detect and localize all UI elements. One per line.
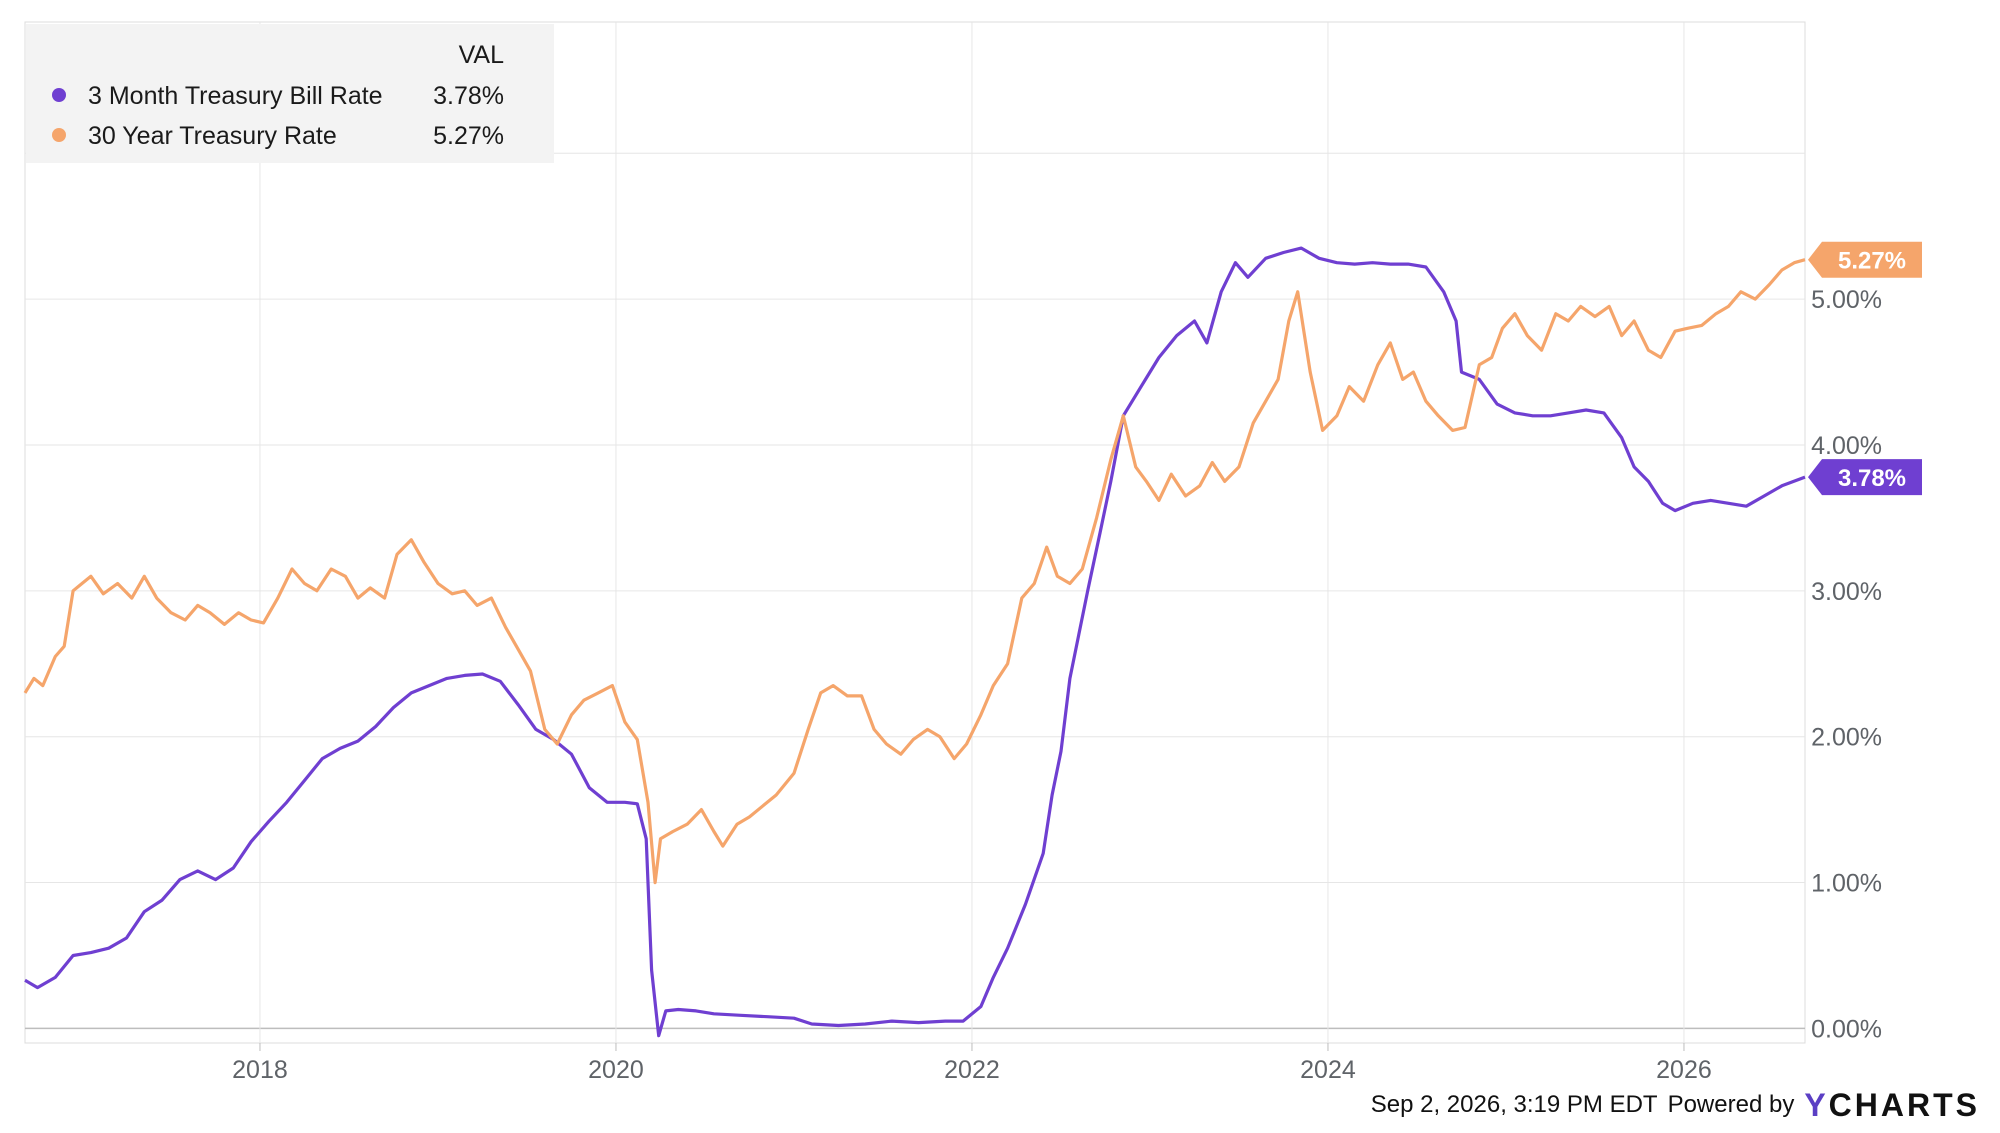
legend-marker bbox=[52, 128, 66, 142]
ycharts-logo-y: Y bbox=[1804, 1086, 1829, 1123]
x-tick-label: 2020 bbox=[588, 1056, 644, 1084]
legend-series-value: 3.78% bbox=[433, 82, 504, 110]
chart-timestamp: Sep 2, 2026, 3:19 PM EDT bbox=[1370, 1091, 1658, 1118]
y-tick-label: 0.00% bbox=[1811, 1015, 1882, 1043]
legend-box bbox=[26, 24, 554, 163]
end-value-badge bbox=[1808, 241, 1922, 278]
x-tick-label: 2024 bbox=[1300, 1056, 1356, 1084]
legend-series-name: 3 Month Treasury Bill Rate bbox=[88, 82, 383, 110]
axis-ticks: 2018 2020 2022 2024 2026 0.00% 1.00% 2.00% 3.00%… bbox=[232, 286, 1882, 1084]
end-value-label: 3.78% bbox=[1838, 465, 1906, 492]
series-line-treasury-30y bbox=[23, 258, 1806, 885]
y-tick-label: 3.00% bbox=[1811, 578, 1882, 606]
y-tick-label: 1.00% bbox=[1811, 870, 1882, 898]
powered-by-text: Powered by bbox=[1667, 1091, 1795, 1118]
y-tick-label: 2.00% bbox=[1811, 724, 1882, 752]
grid-lines bbox=[24, 21, 1806, 1044]
end-value-badge bbox=[1808, 459, 1922, 496]
legend-header: VAL bbox=[459, 41, 504, 69]
legend: VAL 3 Month Treasury Bill Rate 3.78% 30 Yea… bbox=[26, 24, 554, 163]
series-lines bbox=[23, 246, 1806, 1038]
ycharts-logo-text: CHARTS bbox=[1828, 1086, 1980, 1123]
legend-series-value: 5.27% bbox=[433, 122, 504, 150]
x-tick-label: 2022 bbox=[944, 1056, 1000, 1084]
x-tick-label: 2026 bbox=[1656, 1056, 1712, 1084]
y-tick-label: 4.00% bbox=[1811, 432, 1882, 460]
series-line-t-bill-3m bbox=[24, 246, 1806, 1038]
chart-footer: Sep 2, 2026, 3:19 PM EDT Powered by Y CHA… bbox=[1371, 1085, 1980, 1125]
legend-series-name: 30 Year Treasury Rate bbox=[88, 122, 337, 150]
end-value-label: 5.27% bbox=[1838, 248, 1906, 275]
legend-marker bbox=[52, 88, 66, 102]
end-value-badges: 3.78% 5.27% bbox=[1808, 241, 1922, 496]
plot-frame bbox=[24, 21, 1806, 1044]
ycharts-logo[interactable]: Y CHARTS bbox=[1804, 1087, 1980, 1124]
y-tick-label: 5.00% bbox=[1811, 286, 1882, 314]
x-tick-label: 2018 bbox=[232, 1056, 288, 1084]
